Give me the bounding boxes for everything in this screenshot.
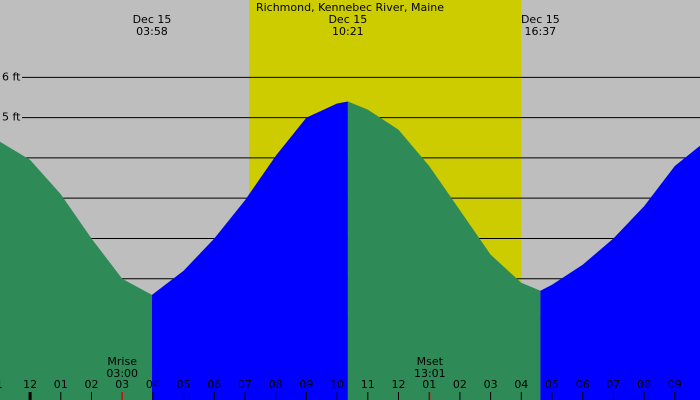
tide-area	[152, 101, 348, 400]
x-tick-label: 09	[668, 378, 682, 391]
event-date: Dec 15	[133, 13, 172, 26]
event-time: 03:58	[136, 25, 168, 38]
x-tick-label: 12	[392, 378, 406, 391]
x-tick-label: 11	[361, 378, 375, 391]
x-tick-label: 06	[576, 378, 590, 391]
x-tick-label: 07	[606, 378, 620, 391]
x-tick-label: 1	[0, 378, 3, 391]
event-time: 16:37	[524, 25, 556, 38]
x-tick-label: 10	[330, 378, 344, 391]
x-tick-label: 02	[453, 378, 467, 391]
x-tick-label: 07	[238, 378, 252, 391]
event-date: Dec 15	[521, 13, 560, 26]
event-time: 10:21	[332, 25, 364, 38]
x-tick-label: 01	[54, 378, 68, 391]
x-tick-label: 05	[177, 378, 191, 391]
moon-time: 13:01	[414, 367, 446, 380]
x-tick-label: 05	[545, 378, 559, 391]
x-tick-label: 01	[422, 378, 436, 391]
x-tick-label: 06	[207, 378, 221, 391]
moon-label: Mrise	[107, 355, 137, 368]
x-tick-label: 12	[23, 378, 37, 391]
y-tick-label: 6 ft	[2, 70, 21, 83]
y-tick-label: 5 ft	[2, 111, 21, 124]
moon-time: 03:00	[106, 367, 138, 380]
x-tick-label: 02	[84, 378, 98, 391]
event-date: Dec 15	[328, 13, 367, 26]
x-tick-label: 03	[115, 378, 129, 391]
tide-area	[540, 145, 700, 400]
tide-area	[0, 141, 152, 400]
tide-area	[347, 101, 541, 400]
chart-title: Richmond, Kennebec River, Maine	[256, 1, 444, 14]
x-tick-label: 08	[269, 378, 283, 391]
moon-label: Mset	[417, 355, 444, 368]
x-tick-label: 04	[146, 378, 160, 391]
x-tick-label: 03	[484, 378, 498, 391]
x-tick-label: 08	[637, 378, 651, 391]
x-tick-label: 04	[514, 378, 528, 391]
x-tick-label: 09	[299, 378, 313, 391]
